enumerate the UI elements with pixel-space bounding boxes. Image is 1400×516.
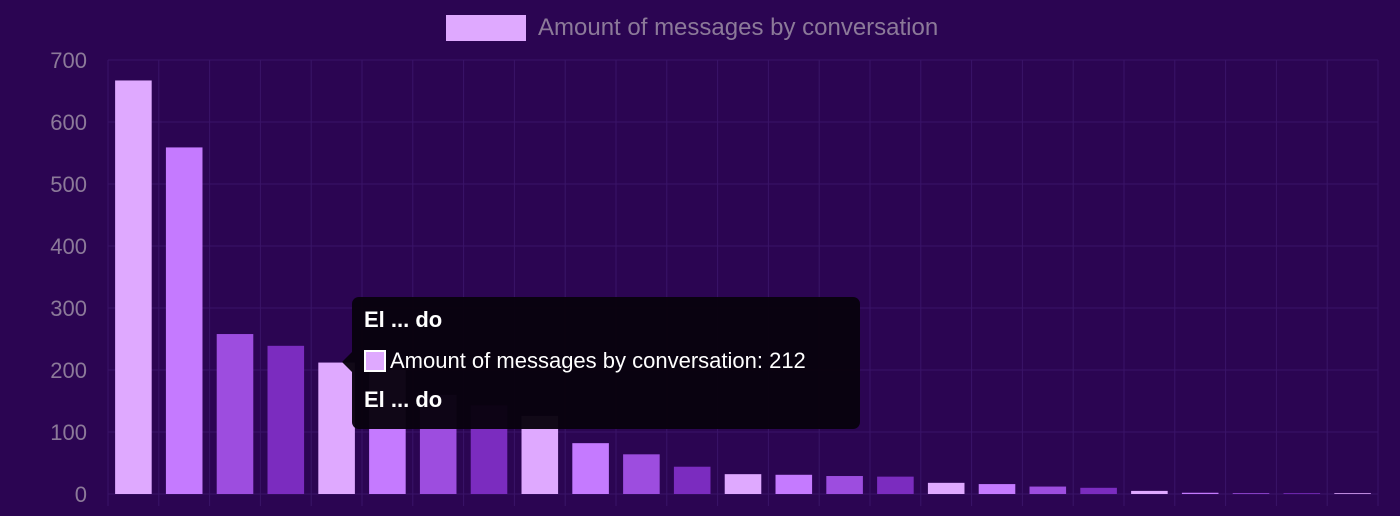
bar[interactable] — [623, 454, 660, 494]
tooltip-title: El ... do — [364, 307, 443, 332]
bar[interactable] — [978, 484, 1016, 494]
bar[interactable] — [1029, 486, 1067, 494]
bar[interactable] — [826, 476, 863, 494]
tooltip-color-swatch — [364, 350, 386, 372]
y-tick-label: 400 — [50, 234, 87, 259]
bar[interactable] — [165, 147, 203, 495]
bar[interactable] — [673, 466, 711, 494]
y-tick-label: 300 — [50, 296, 87, 321]
y-tick-label: 0 — [75, 482, 87, 507]
y-tick-label: 200 — [50, 358, 87, 383]
y-tick-label: 700 — [50, 48, 87, 73]
tooltip: El ... do Amount of messages by conversa… — [352, 297, 860, 429]
legend-label: Amount of messages by conversation — [538, 14, 939, 41]
y-tick-label: 600 — [50, 110, 87, 135]
bar[interactable] — [1283, 493, 1321, 494]
bar[interactable] — [775, 474, 813, 494]
tooltip-caret — [342, 352, 352, 372]
bar[interactable] — [1232, 493, 1270, 494]
bar[interactable] — [927, 482, 965, 494]
bar[interactable] — [216, 334, 254, 494]
grid — [107, 59, 1379, 506]
bar[interactable] — [1131, 490, 1168, 494]
bar[interactable] — [1334, 493, 1371, 494]
legend[interactable]: Amount of messages by conversation — [446, 14, 938, 42]
bar[interactable] — [724, 474, 762, 494]
bar[interactable] — [877, 476, 914, 494]
y-tick-label: 500 — [50, 172, 87, 197]
tooltip-body-text: Amount of messages by conversation: 212 — [390, 348, 806, 373]
bar[interactable] — [115, 80, 152, 495]
tooltip-footer: El ... do — [364, 387, 443, 412]
bar[interactable] — [318, 362, 355, 494]
bar[interactable] — [1181, 492, 1219, 494]
bar[interactable] — [267, 345, 305, 494]
tooltip-body-row: Amount of messages by conversation: 212 — [364, 348, 848, 374]
bar[interactable] — [572, 443, 609, 494]
y-tick-label: 100 — [50, 420, 87, 445]
legend-swatch — [446, 15, 526, 41]
bar[interactable] — [1080, 487, 1117, 494]
y-axis-ticks: 0 100 200 300 400 500 600 700 — [50, 48, 87, 507]
